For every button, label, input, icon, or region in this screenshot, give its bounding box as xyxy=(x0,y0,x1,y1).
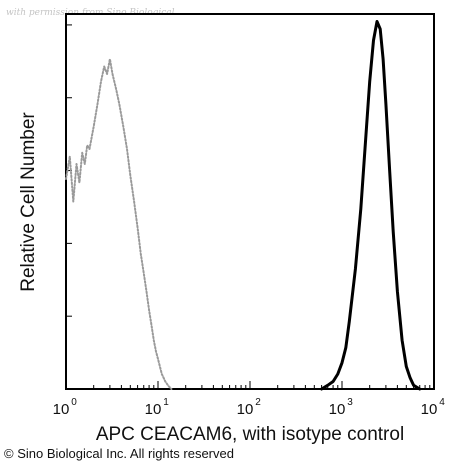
x-tick-exponent: 3 xyxy=(347,397,353,408)
x-tick-label: 10 3 xyxy=(329,397,354,418)
plot-frame xyxy=(65,13,435,390)
isotype-control-series xyxy=(65,58,173,390)
x-axis-title: APC CEACAM6, with isotype control xyxy=(96,424,404,445)
x-tick-base: 10 xyxy=(421,401,438,418)
x-tick-labels: 10 0 10 1 10 2 10 3 10 4 xyxy=(53,397,446,418)
x-tick-exponent: 2 xyxy=(255,397,261,408)
x-tick-label: 10 0 xyxy=(53,397,78,418)
x-tick-exponent: 1 xyxy=(163,397,169,408)
y-axis-title: Relative Cell Number xyxy=(18,112,39,292)
x-tick-label: 10 2 xyxy=(237,397,262,418)
x-tick-base: 10 xyxy=(145,401,162,418)
x-tick-base: 10 xyxy=(53,401,70,418)
x-tick-label: 10 1 xyxy=(145,397,170,418)
ceacam6-series xyxy=(320,20,422,391)
x-tick-base: 10 xyxy=(329,401,346,418)
x-tick-label: 10 4 xyxy=(421,397,446,418)
x-tick-exponent: 4 xyxy=(439,397,445,408)
copyright-notice: © Sino Biological Inc. All rights reserv… xyxy=(4,446,234,461)
x-tick-base: 10 xyxy=(237,401,254,418)
series-layer xyxy=(65,20,422,391)
x-tick-exponent: 0 xyxy=(71,397,77,408)
